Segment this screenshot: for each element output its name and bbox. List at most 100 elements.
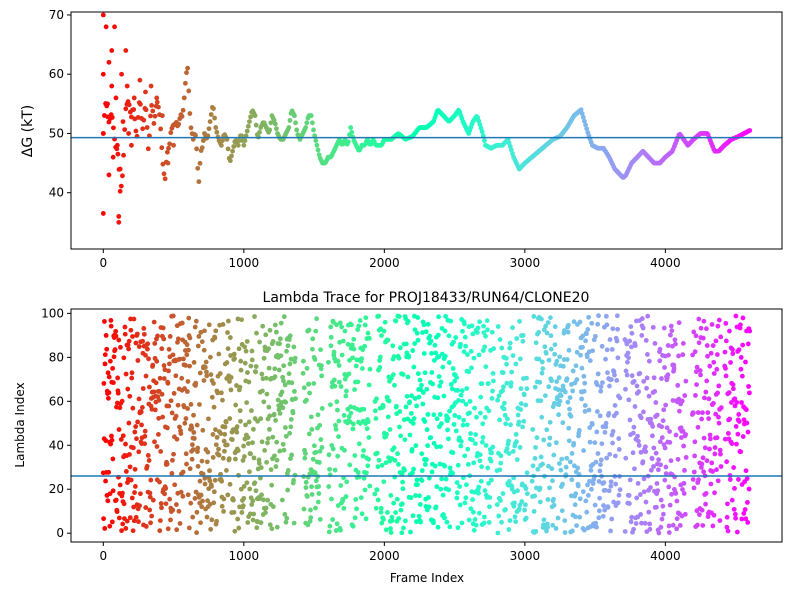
bottom-data-point — [193, 380, 199, 386]
bottom-data-point — [312, 470, 318, 476]
bottom-data-point — [287, 333, 293, 339]
bottom-data-point — [314, 316, 320, 322]
bottom-data-point — [439, 476, 445, 482]
bottom-data-point — [129, 495, 135, 501]
bottom-data-point — [422, 462, 428, 467]
bottom-data-point — [224, 360, 230, 365]
bottom-data-point — [464, 386, 470, 391]
bottom-data-point — [612, 403, 618, 408]
bottom-data-point — [548, 333, 554, 339]
bottom-data-point — [225, 346, 231, 352]
bottom-data-point — [589, 486, 594, 492]
bottom-data-point — [536, 356, 542, 362]
bottom-data-point — [562, 328, 567, 333]
bottom-data-point — [734, 441, 739, 447]
bottom-data-point — [318, 363, 324, 369]
bottom-data-point — [551, 452, 557, 458]
bottom-data-point — [143, 352, 148, 358]
bottom-data-point — [481, 514, 487, 520]
bottom-data-point — [660, 418, 666, 424]
bottom-data-point — [597, 495, 603, 501]
bottom-data-point — [451, 422, 457, 427]
bottom-data-point — [590, 481, 596, 486]
bottom-data-point — [447, 408, 452, 414]
bottom-data-point — [674, 516, 680, 522]
bottom-data-point — [231, 497, 236, 503]
bottom-data-point — [592, 440, 598, 446]
bottom-data-point — [141, 326, 147, 331]
bottom-data-point — [701, 318, 707, 324]
bottom-data-point — [249, 348, 255, 354]
bottom-data-point — [116, 427, 122, 432]
bottom-data-point — [419, 478, 425, 483]
bottom-data-point — [615, 355, 621, 361]
bottom-data-point — [379, 333, 384, 339]
top-data-point — [124, 83, 130, 89]
bottom-data-point — [657, 346, 663, 352]
bottom-data-point — [471, 509, 476, 515]
bottom-data-point — [541, 327, 547, 333]
bottom-data-point — [360, 347, 366, 353]
bottom-data-point — [250, 440, 255, 446]
bottom-data-point — [102, 352, 108, 358]
bottom-data-point — [243, 422, 248, 428]
bottom-data-point — [280, 441, 286, 447]
bottom-data-point — [512, 500, 517, 506]
bottom-data-point — [517, 318, 522, 324]
bottom-data-point — [474, 330, 480, 335]
bottom-data-point — [662, 445, 668, 451]
top-data-point — [267, 127, 273, 133]
bottom-data-point — [482, 414, 488, 420]
bottom-data-point — [498, 498, 503, 504]
top-data-point — [214, 129, 220, 135]
bottom-data-point — [108, 323, 114, 329]
bottom-data-point — [614, 313, 620, 319]
bottom-data-point — [167, 333, 173, 339]
bottom-data-point — [539, 414, 545, 420]
bottom-data-point — [412, 341, 418, 346]
top-data-point — [211, 106, 216, 111]
bottom-data-point — [673, 432, 679, 438]
bottom-data-point — [222, 448, 227, 454]
bottom-data-point — [131, 316, 137, 322]
bottom-data-point — [172, 482, 178, 488]
bottom-data-point — [465, 462, 471, 467]
bottom-data-point — [489, 329, 495, 335]
bottom-data-point — [509, 369, 515, 375]
bottom-data-point — [288, 424, 294, 430]
bottom-data-point — [425, 443, 431, 449]
bottom-data-point — [174, 436, 180, 442]
bottom-data-point — [477, 458, 483, 464]
bottom-data-point — [730, 386, 736, 392]
bottom-data-point — [112, 347, 118, 352]
top-data-point — [137, 77, 143, 83]
bottom-data-point — [258, 520, 264, 526]
bottom-data-point — [739, 516, 745, 522]
bottom-data-point — [584, 509, 590, 515]
bottom-data-point — [158, 449, 164, 454]
bottom-data-point — [463, 495, 469, 501]
bottom-xtick-label-0: 0 — [99, 549, 107, 563]
bottom-data-point — [403, 404, 409, 410]
top-data-point — [286, 125, 292, 130]
bottom-data-point — [453, 335, 459, 340]
bottom-data-point — [228, 353, 234, 358]
top-data-point — [151, 121, 157, 126]
bottom-data-point — [520, 333, 526, 338]
top-data-point — [103, 24, 109, 30]
bottom-data-point — [677, 523, 683, 528]
bottom-data-point — [108, 318, 114, 323]
top-data-point — [225, 146, 231, 152]
bottom-data-point — [467, 398, 473, 404]
bottom-data-point — [213, 328, 219, 334]
bottom-data-point — [699, 461, 705, 467]
bottom-data-point — [232, 356, 237, 361]
bottom-data-point — [273, 464, 279, 469]
bottom-data-point — [455, 490, 460, 496]
bottom-data-point — [381, 479, 387, 485]
bottom-data-point — [489, 396, 495, 401]
bottom-data-point — [717, 447, 723, 453]
bottom-data-point — [647, 521, 653, 527]
bottom-data-point — [536, 329, 542, 335]
bottom-data-point — [301, 385, 307, 391]
